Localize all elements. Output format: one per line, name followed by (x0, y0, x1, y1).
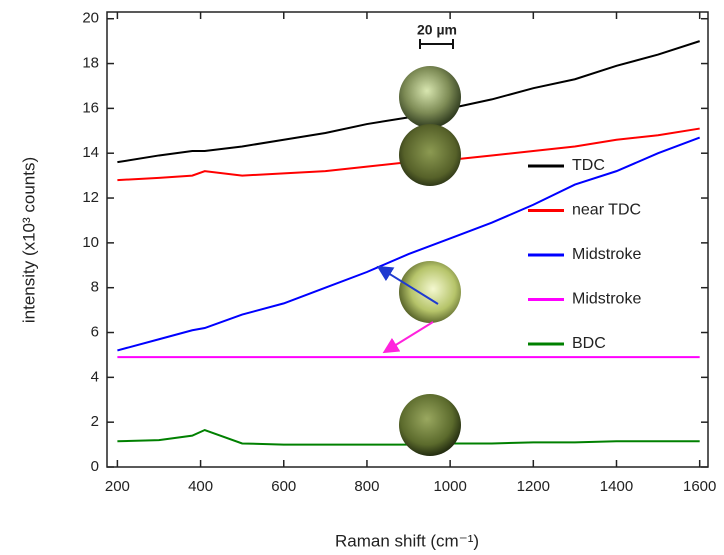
scale-label: 20 µm (417, 22, 457, 38)
micrograph (399, 66, 461, 128)
x-tick-label: 1000 (433, 478, 466, 495)
y-tick-label: 0 (91, 458, 99, 475)
series-line (117, 428, 700, 446)
arrow (382, 321, 434, 354)
x-tick-label: 1200 (517, 478, 550, 495)
y-tick-label: 10 (82, 234, 99, 251)
legend-label: near TDC (572, 202, 641, 219)
micrograph (399, 394, 461, 456)
x-tick-label: 800 (354, 478, 379, 495)
series-line (117, 40, 700, 164)
y-tick-label: 4 (91, 368, 99, 385)
x-tick-label: 1400 (600, 478, 633, 495)
y-axis-label: intensity (x10³ counts) (19, 157, 38, 323)
x-tick-label: 1600 (683, 478, 716, 495)
micrograph (399, 261, 461, 323)
y-tick-label: 18 (82, 55, 99, 72)
y-tick-label: 12 (82, 189, 99, 206)
y-tick-label: 8 (91, 279, 99, 296)
series-line (117, 127, 700, 182)
legend-label: BDC (572, 335, 606, 352)
y-tick-label: 16 (82, 99, 99, 116)
y-tick-label: 6 (91, 323, 99, 340)
x-tick-label: 200 (105, 478, 130, 495)
plot-area: 200 400 600 800 1000 1200 1400 1600 0 2 4 6 8 10 12 14 1… (82, 10, 716, 495)
y-tick-label: 14 (82, 144, 99, 161)
x-axis-label: Raman shift (cm⁻¹) (335, 531, 479, 550)
micrograph (399, 124, 461, 186)
legend-label: Midstroke (572, 291, 641, 308)
legend-label: TDC (572, 157, 605, 174)
legend-label: Midstroke (572, 246, 641, 263)
series-line (117, 136, 701, 352)
scale-bar (419, 39, 454, 49)
y-tick-label: 20 (82, 10, 99, 27)
x-tick-label: 400 (188, 478, 213, 495)
x-tick-label: 600 (271, 478, 296, 495)
arrow (376, 265, 439, 305)
y-tick-label: 2 (91, 413, 99, 430)
plot-frame (106, 11, 709, 468)
